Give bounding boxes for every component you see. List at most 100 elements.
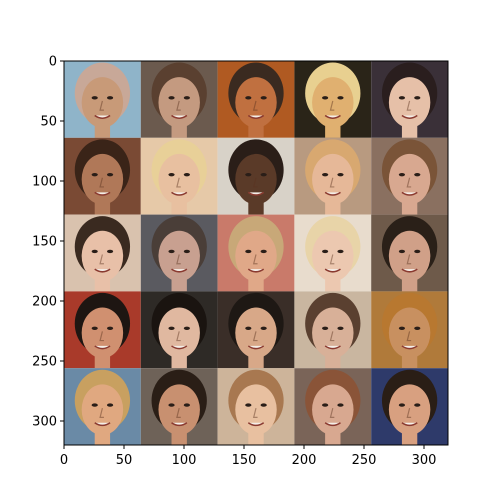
face <box>388 153 431 205</box>
left-eye <box>398 403 405 407</box>
nose <box>176 177 181 188</box>
face-tile-r1-c0 <box>64 137 141 215</box>
face <box>312 384 354 436</box>
nose <box>176 100 181 111</box>
face-tile-r2-c1 <box>140 214 218 292</box>
right-eye <box>260 326 267 330</box>
left-eye <box>91 326 98 330</box>
right-eye <box>107 403 114 407</box>
left-eye <box>91 403 98 407</box>
face-tile-r2-c0 <box>64 214 141 292</box>
right-eye <box>260 249 267 254</box>
mouth <box>401 345 418 350</box>
right-eye <box>337 403 344 407</box>
nose <box>252 254 258 265</box>
x-tick-label: 0 <box>60 453 68 468</box>
mouth <box>94 114 111 119</box>
nose <box>406 177 412 188</box>
face <box>312 153 354 205</box>
nose <box>406 100 412 111</box>
nose <box>406 331 412 342</box>
mouth <box>324 114 341 119</box>
left-eye <box>245 172 252 177</box>
right-eye <box>337 249 344 254</box>
mouth <box>324 422 341 427</box>
left-eye <box>322 326 329 330</box>
left-eye <box>398 326 405 330</box>
face <box>235 153 277 205</box>
right-eye <box>337 172 344 177</box>
mouth <box>401 268 418 273</box>
face <box>81 307 124 359</box>
face <box>235 384 277 436</box>
face-tile-r2-c2 <box>217 214 295 292</box>
right-eye <box>183 326 190 330</box>
nose <box>252 177 258 188</box>
face-tile-r1-c2 <box>217 137 295 215</box>
right-eye <box>107 249 114 254</box>
mouth <box>324 268 341 273</box>
mouth <box>247 268 265 273</box>
x-tick-label: 200 <box>292 453 317 468</box>
x-tick-label: 100 <box>172 453 197 468</box>
y-tick-label: 250 <box>32 355 57 370</box>
mouth <box>94 345 111 350</box>
mouth <box>94 422 111 427</box>
y-tick-label: 50 <box>40 115 57 130</box>
left-eye <box>168 96 175 100</box>
face-tile-r3-c2 <box>217 291 295 369</box>
mouth <box>94 191 111 196</box>
left-eye <box>245 403 252 407</box>
face-tile-r2-c4 <box>371 214 448 292</box>
face <box>158 230 200 282</box>
face-tile-r0-c1 <box>140 61 218 138</box>
face <box>388 384 431 436</box>
face <box>312 77 354 128</box>
y-tick-label: 200 <box>32 295 57 310</box>
nose <box>329 177 335 188</box>
face-tile-r0-c4 <box>371 61 448 138</box>
face <box>388 77 431 128</box>
nose <box>99 331 104 342</box>
face <box>388 307 431 359</box>
right-eye <box>107 172 114 177</box>
face-tile-r1-c4 <box>371 137 448 215</box>
mouth <box>171 114 188 119</box>
nose <box>252 331 258 342</box>
x-tick-label: 150 <box>232 453 257 468</box>
mouth <box>324 191 341 196</box>
right-eye <box>107 326 114 330</box>
nose <box>329 254 335 265</box>
left-eye <box>91 172 98 177</box>
left-eye <box>322 249 329 254</box>
left-eye <box>245 249 252 254</box>
face <box>81 77 124 128</box>
face-tile-r0-c2 <box>217 61 295 138</box>
mouth <box>247 114 265 119</box>
right-eye <box>183 96 190 100</box>
x-tick-label: 300 <box>412 453 437 468</box>
nose <box>329 331 335 342</box>
nose <box>99 407 104 418</box>
y-tick-label: 100 <box>32 175 57 190</box>
face-tile-r3-c0 <box>64 291 141 369</box>
right-eye <box>337 326 344 330</box>
nose <box>99 100 104 111</box>
mouth <box>247 422 265 427</box>
left-eye <box>322 403 329 407</box>
nose <box>406 254 412 265</box>
face-tile-r3-c4 <box>371 291 448 369</box>
x-tick-label: 250 <box>352 453 377 468</box>
y-tick-label: 150 <box>32 235 57 250</box>
face <box>81 153 124 205</box>
nose <box>176 331 181 342</box>
left-eye <box>168 249 175 254</box>
left-eye <box>322 96 329 100</box>
left-eye <box>91 96 98 100</box>
left-eye <box>168 403 175 407</box>
axes: 0 50 100 150 200 250 300 0 50 100 150 200 250 300 <box>32 55 449 468</box>
face-tile-r4-c3 <box>294 368 372 445</box>
nose <box>252 100 258 111</box>
face-tile-r2-c3 <box>294 214 372 292</box>
